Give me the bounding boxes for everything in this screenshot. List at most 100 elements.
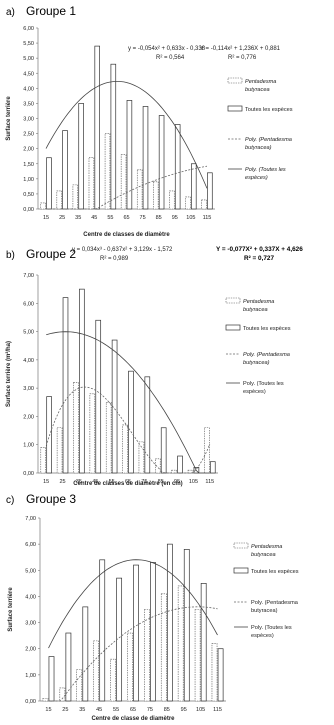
bar-pentadesma bbox=[76, 669, 83, 702]
bar-toutes-especes bbox=[200, 583, 207, 702]
x-tick-label: 85 bbox=[164, 707, 170, 713]
y-tick-label: 4,00 bbox=[25, 594, 36, 600]
y-tick-label: 3,50 bbox=[23, 101, 34, 107]
bar-toutes-especes bbox=[144, 376, 151, 474]
y-tick-label: 3,00 bbox=[23, 117, 34, 123]
x-tick-label: 75 bbox=[147, 707, 153, 713]
trend-r-squared: R² = 0,776 bbox=[228, 55, 257, 61]
bar-toutes-especes bbox=[207, 172, 213, 210]
bar-toutes-especes bbox=[78, 103, 84, 210]
bar-pentadesma bbox=[56, 190, 62, 210]
x-tick-label: 25 bbox=[62, 707, 68, 713]
bar-pentadesma bbox=[104, 133, 111, 210]
trend-equation: Y = -0,114x² + 1,236X + 0,881 bbox=[200, 46, 281, 52]
y-tick-label: 2,00 bbox=[23, 414, 34, 420]
bar-pentadesma bbox=[185, 196, 191, 210]
trend-r-squared: R² = 0,564 bbox=[156, 55, 185, 61]
y-axis-label: Surface terrière bbox=[8, 587, 14, 632]
legend-swatch-toutes-especes bbox=[233, 567, 249, 574]
bar-pentadesma bbox=[93, 640, 99, 702]
trend-curve-pentadesma bbox=[45, 386, 211, 474]
bar-toutes-especes bbox=[174, 124, 181, 210]
bar-pentadesma bbox=[177, 585, 184, 702]
x-tick-label: 55 bbox=[109, 479, 115, 485]
y-tick-label: 6,00 bbox=[25, 542, 36, 548]
bar-toutes-especes bbox=[46, 157, 52, 210]
legend-label-continued: butyracea bbox=[251, 552, 276, 558]
trend-r-squared: R² = 0,727 bbox=[244, 255, 274, 262]
bar-toutes-especes bbox=[94, 45, 100, 210]
legend-label: Pentadesma bbox=[245, 79, 276, 85]
bar-toutes-especes bbox=[142, 106, 149, 210]
y-tick-label: 6,00 bbox=[23, 26, 34, 32]
y-tick-label: 2,00 bbox=[25, 647, 36, 653]
x-tick-label: 95 bbox=[181, 707, 187, 713]
y-tick-label: 0,00 bbox=[23, 207, 34, 213]
trend-curve-pentadesma bbox=[48, 606, 218, 702]
bar-toutes-especes bbox=[79, 288, 85, 474]
y-tick-label: 7,00 bbox=[25, 516, 36, 522]
legend-label-continued: butyracea) bbox=[245, 145, 272, 151]
bar-toutes-especes bbox=[160, 427, 167, 474]
x-axis-label: Centre de classes de diamètre (en cm) bbox=[73, 481, 182, 487]
legend-label: Pentadesma bbox=[251, 544, 282, 550]
bar-pentadesma bbox=[127, 632, 133, 702]
y-tick-label: 7,00 bbox=[23, 273, 34, 279]
bar-toutes-especes bbox=[48, 656, 55, 702]
bar-pentadesma bbox=[136, 169, 143, 210]
x-tick-label: 15 bbox=[43, 215, 49, 221]
y-tick-label: 5,00 bbox=[23, 330, 34, 336]
x-tick-label: 105 bbox=[189, 479, 198, 485]
x-tick-label: 15 bbox=[43, 479, 49, 485]
legend-swatch-toutes-especes bbox=[227, 105, 243, 112]
bar-pentadesma bbox=[72, 184, 79, 210]
legend-label-continued: espèces) bbox=[243, 389, 266, 395]
bar-pentadesma bbox=[187, 469, 194, 474]
y-axis-label: Surface terrière (m²/ha) bbox=[5, 341, 12, 407]
bar-pentadesma bbox=[201, 199, 207, 210]
trend-equation: y = -0,054x² + 0,633x - 0,338 bbox=[128, 46, 206, 52]
legend-label-continued: butyracea bbox=[245, 87, 270, 93]
legend-label: Poly. (Toutes les bbox=[243, 381, 284, 387]
x-tick-label: 65 bbox=[130, 707, 136, 713]
x-tick-label: 35 bbox=[75, 215, 81, 221]
bar-toutes-especes bbox=[126, 100, 133, 210]
legend-label: Poly. (Pentadesma bbox=[251, 600, 299, 606]
y-tick-label: 3,00 bbox=[25, 621, 36, 627]
legend-label: Toutes les espèces bbox=[251, 569, 299, 575]
bar-toutes-especes bbox=[62, 130, 68, 210]
legend-swatch-pentadesma bbox=[225, 297, 241, 304]
trend-curve-toutes-especes bbox=[45, 81, 208, 189]
y-tick-label: 0,00 bbox=[23, 471, 34, 477]
bar-toutes-especes bbox=[111, 339, 118, 474]
bar-pentadesma bbox=[169, 190, 175, 210]
panel-letter: b) bbox=[6, 250, 15, 261]
trend-equation: Y = -0,077X² + 0,337X + 4,626 bbox=[216, 246, 303, 253]
y-tick-label: 3,00 bbox=[23, 386, 34, 392]
y-tick-label: 6,00 bbox=[23, 301, 34, 307]
bar-pentadesma bbox=[171, 469, 177, 474]
legend-label-continued: butyracea) bbox=[243, 360, 270, 366]
bar-pentadesma bbox=[40, 447, 46, 474]
bar-pentadesma bbox=[110, 658, 116, 702]
bar-pentadesma bbox=[138, 441, 145, 474]
chart-panel-a: a) Groupe 1 0,00 0,50 1,00 1,50 2,00 2,50 3,00 3,… bbox=[6, 4, 293, 238]
y-tick-label: 5,00 bbox=[25, 568, 36, 574]
bar-pentadesma bbox=[59, 687, 66, 702]
bar-pentadesma bbox=[122, 424, 128, 474]
bar-toutes-especes bbox=[191, 163, 197, 210]
legend-swatch-toutes-especes bbox=[225, 324, 241, 331]
legend-label-continued: butyracea bbox=[243, 307, 268, 313]
x-tick-label: 95 bbox=[174, 479, 180, 485]
bar-pentadesma bbox=[89, 393, 96, 474]
bar-toutes-especes bbox=[183, 549, 190, 702]
bar-toutes-especes bbox=[62, 297, 69, 474]
y-tick-label: 5,00 bbox=[23, 56, 34, 62]
bar-pentadesma bbox=[105, 401, 112, 474]
bar-pentadesma bbox=[73, 382, 79, 474]
bar-pentadesma bbox=[42, 698, 49, 702]
x-tick-label: 115 bbox=[203, 215, 212, 221]
legend-label: Poly. (Pentadesma bbox=[243, 352, 290, 358]
chart-title: Groupe 3 bbox=[26, 492, 76, 506]
